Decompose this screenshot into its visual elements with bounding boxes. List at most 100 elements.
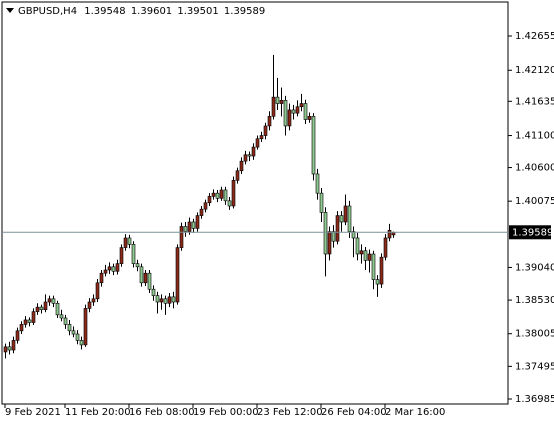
price-label: 1.39589 (512, 227, 553, 238)
candle-body (291, 109, 296, 114)
x-tick-label: 16 Feb 08:00 (129, 407, 195, 418)
candle-body (383, 237, 388, 258)
candle-body (239, 160, 244, 172)
candle-body (23, 319, 28, 325)
candle-body (375, 279, 380, 285)
candle-body (227, 200, 232, 207)
candle-body (355, 237, 360, 255)
candle-body (363, 250, 368, 261)
x-tick-label: 19 Feb 00:00 (193, 407, 259, 418)
candle-body (79, 340, 84, 346)
candle-body (175, 247, 180, 303)
candle-body (247, 154, 252, 157)
candle-body (319, 192, 324, 213)
y-tick-label: 1.41100 (515, 131, 554, 142)
candle-body (259, 135, 264, 140)
candle-body (203, 202, 208, 210)
candle-body (75, 333, 80, 341)
candle-body (179, 226, 184, 248)
candle-body (351, 231, 356, 239)
y-tick-label: 1.38530 (515, 295, 554, 306)
candle-body (379, 256, 384, 285)
candle-body (51, 298, 56, 304)
candle-body (207, 196, 212, 204)
candle-body (335, 215, 340, 242)
candle-body (139, 266, 144, 284)
low-value: 1.39501 (177, 6, 218, 17)
y-tick-label: 1.42120 (515, 65, 554, 76)
candle-body (67, 324, 72, 332)
x-tick-label: 9 Feb 2021 (5, 407, 61, 418)
candle-body (219, 189, 224, 199)
candle-body (143, 272, 148, 284)
candle-body (367, 253, 372, 261)
y-tick-label: 1.40600 (515, 163, 554, 174)
candle-body (267, 116, 272, 127)
y-tick-label: 1.42655 (515, 31, 554, 42)
candle-body (307, 116, 312, 120)
candle-body (151, 288, 156, 296)
candle-body (331, 231, 336, 242)
symbol: GBPUSD,H4 (18, 6, 77, 17)
candle-body (35, 306, 40, 312)
menu-triangle[interactable] (6, 8, 14, 13)
candle-body (127, 237, 132, 245)
candle-body (359, 250, 364, 255)
candle-body (187, 221, 192, 232)
candle-body (159, 298, 164, 303)
candle-body (243, 154, 248, 162)
candle-body (211, 192, 216, 197)
candle-body (147, 272, 152, 290)
candle-body (251, 146, 256, 157)
candle-body (87, 301, 92, 309)
candle-body (163, 298, 168, 304)
candle-body (275, 96, 280, 104)
candle-body (39, 306, 44, 310)
candle-body (155, 295, 160, 303)
candle-body (27, 319, 32, 323)
candle-body (339, 215, 344, 223)
candle-body (135, 263, 140, 268)
candle-body (19, 324, 24, 332)
candle-body (91, 298, 96, 303)
y-tick-label: 1.39040 (515, 262, 554, 273)
candle-body (63, 317, 68, 325)
candle-body (295, 106, 300, 114)
candle-body (231, 180, 236, 207)
candle-body (287, 109, 292, 127)
x-tick-label: 26 Feb 04:00 (321, 407, 387, 418)
candle-body (387, 230, 392, 239)
candle-body (171, 296, 176, 303)
candle-body (303, 103, 308, 120)
candle-body (71, 330, 76, 335)
candle-body (15, 330, 20, 341)
y-tick-label: 1.37495 (515, 361, 554, 372)
candle-body (371, 253, 376, 280)
candle-body (311, 116, 316, 175)
high-value: 1.39601 (131, 6, 172, 17)
candle-body (43, 301, 48, 310)
candle-body (215, 192, 220, 199)
candle-body (123, 237, 128, 248)
candle-body (103, 269, 108, 274)
candle-body (3, 346, 8, 353)
candle-body (83, 308, 88, 346)
candle-body (31, 311, 36, 323)
candle-body (107, 266, 112, 271)
candle-body (119, 247, 124, 264)
candle-body (255, 138, 260, 148)
candle-body (235, 170, 240, 181)
candle-body (279, 100, 284, 104)
candle-body (323, 212, 328, 255)
candle-body (115, 263, 120, 272)
y-tick-label: 1.38005 (515, 329, 554, 340)
candle-body (271, 96, 276, 117)
candle-body (195, 215, 200, 229)
candle-body (59, 314, 64, 319)
candle-body (283, 100, 288, 127)
candle-body (299, 103, 304, 108)
candle-body (223, 189, 228, 202)
candle-body (263, 125, 268, 136)
candle-body (327, 231, 332, 255)
